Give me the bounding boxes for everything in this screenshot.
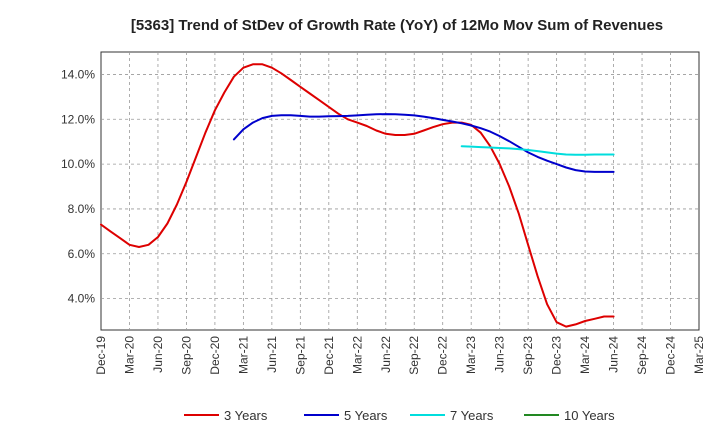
x-tick-label: Jun-20 bbox=[151, 336, 165, 373]
x-tick-label: Sep-20 bbox=[179, 336, 193, 375]
x-tick-label: Sep-21 bbox=[293, 336, 307, 375]
plot-area bbox=[100, 51, 700, 331]
y-tick-label: 14.0% bbox=[61, 67, 95, 81]
series-line-5-years bbox=[232, 113, 615, 173]
x-tick-label: Sep-24 bbox=[635, 336, 649, 375]
y-tick-label: 8.0% bbox=[68, 202, 96, 216]
chart-title: [5363] Trend of StDev of Growth Rate (Yo… bbox=[131, 17, 663, 34]
x-tick-label: Mar-20 bbox=[122, 336, 136, 374]
y-tick-label: 10.0% bbox=[61, 157, 95, 171]
x-tick-label: Jun-22 bbox=[379, 336, 393, 373]
x-tick-label: Dec-22 bbox=[436, 336, 450, 375]
x-tick-label: Mar-24 bbox=[578, 336, 592, 374]
y-tick-label: 12.0% bbox=[61, 112, 95, 126]
x-tick-label: Dec-19 bbox=[94, 336, 108, 375]
x-tick-label: Dec-20 bbox=[208, 336, 222, 375]
x-tick-label: Sep-22 bbox=[407, 336, 421, 375]
x-tick-label: Dec-23 bbox=[550, 336, 564, 375]
legend-label: 3 Years bbox=[224, 408, 268, 423]
x-tick-label: Jun-21 bbox=[265, 336, 279, 373]
y-tick-label: 4.0% bbox=[68, 292, 96, 306]
legend: 3 Years 5 Years 7 Years 10 Years bbox=[184, 408, 615, 423]
y-axis: 4.0% 6.0% 8.0% 10.0% 12.0% 14.0% bbox=[61, 67, 95, 305]
x-tick-label: Dec-21 bbox=[322, 336, 336, 375]
grid-lines bbox=[101, 52, 699, 330]
legend-label: 10 Years bbox=[564, 408, 615, 423]
x-tick-label: Mar-22 bbox=[350, 336, 364, 374]
series-lines bbox=[100, 63, 615, 328]
legend-label: 7 Years bbox=[450, 408, 494, 423]
x-axis: Dec-19 Mar-20 Jun-20 Sep-20 Dec-20 Mar-21 Jun-… bbox=[94, 336, 706, 375]
x-tick-label: Mar-21 bbox=[236, 336, 250, 374]
x-tick-label: Mar-25 bbox=[692, 336, 706, 374]
legend-label: 5 Years bbox=[344, 408, 388, 423]
x-tick-label: Sep-23 bbox=[521, 336, 535, 375]
x-tick-label: Mar-23 bbox=[464, 336, 478, 374]
x-tick-label: Dec-24 bbox=[664, 336, 678, 375]
x-tick-label: Jun-23 bbox=[493, 336, 507, 373]
x-tick-label: Jun-24 bbox=[607, 336, 621, 373]
series-line-7-years bbox=[460, 145, 615, 156]
series-line-3-years bbox=[100, 63, 615, 328]
y-tick-label: 6.0% bbox=[68, 247, 96, 261]
